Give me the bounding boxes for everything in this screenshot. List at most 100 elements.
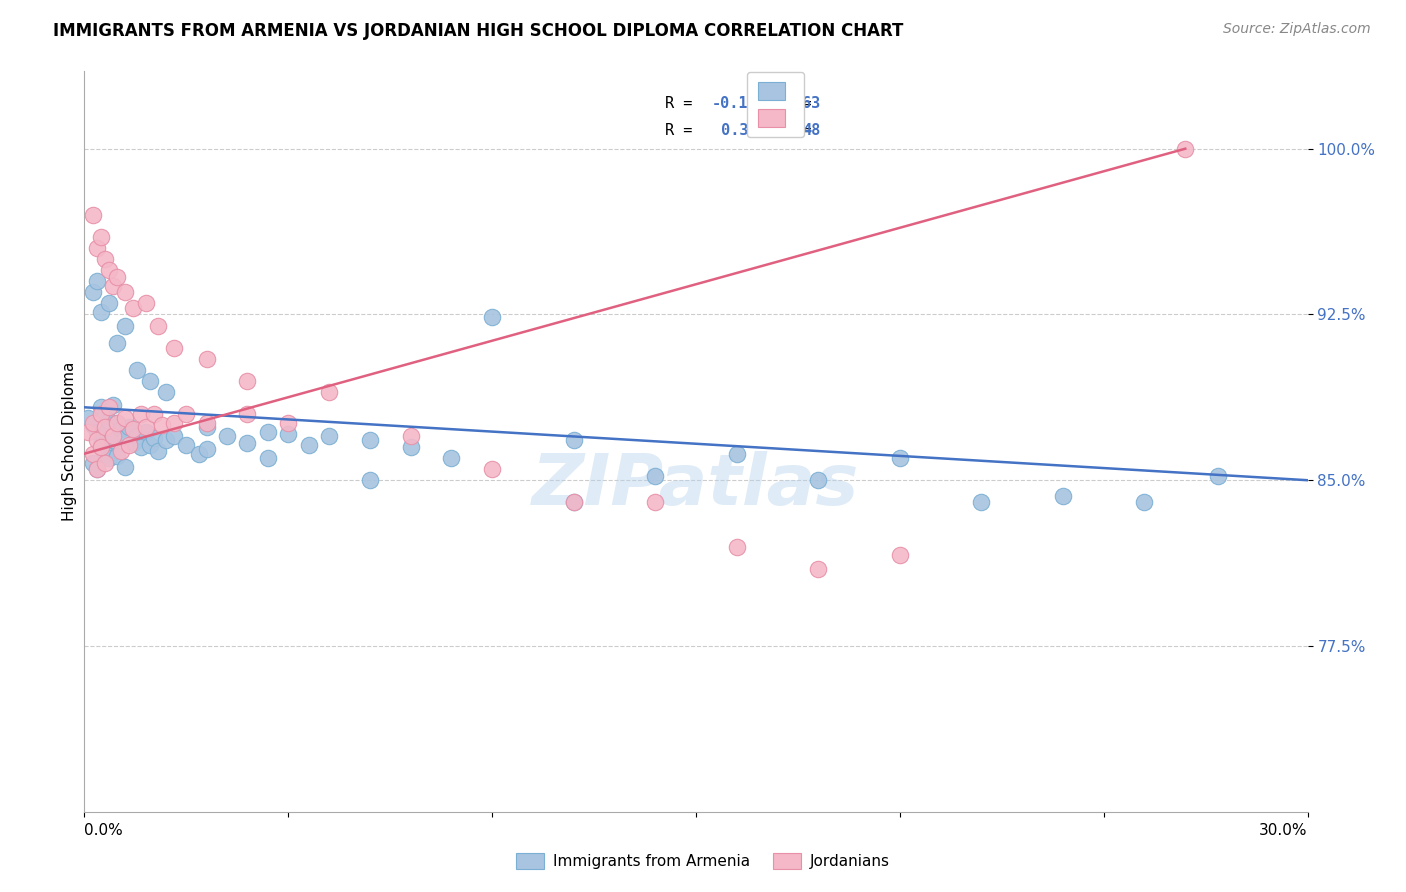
Point (82, 208, 104, 222)
Point (155, 434, 177, 448)
Point (725, 540, 748, 554)
Point (135, 296, 157, 310)
Point (86, 434, 108, 448)
Text: 0.0%: 0.0% (84, 822, 124, 838)
Point (105, 336, 128, 351)
Y-axis label: High School Diploma: High School Diploma (62, 362, 77, 521)
Point (1206, 468, 1229, 483)
Point (86, 462, 108, 476)
Text: ZIPatlas: ZIPatlas (533, 451, 859, 520)
Point (644, 495, 666, 509)
Point (82, 447, 104, 461)
Point (318, 384, 340, 399)
Point (399, 429, 422, 443)
Point (163, 341, 186, 355)
Point (174, 407, 197, 421)
Point (93, 456, 115, 470)
Text: R =: R = (665, 95, 702, 111)
Point (93, 447, 115, 461)
Point (77, 425, 100, 439)
Point (82, 456, 104, 470)
Point (562, 495, 585, 509)
Point (101, 278, 124, 293)
Point (127, 429, 149, 443)
Point (187, 447, 209, 461)
Point (135, 425, 157, 439)
Point (82, 416, 104, 430)
Point (163, 429, 186, 443)
Point (146, 444, 169, 458)
Point (277, 426, 299, 441)
Point (97, 413, 120, 427)
Point (105, 416, 128, 430)
Point (101, 429, 124, 443)
Point (127, 362, 149, 376)
Point (131, 440, 153, 454)
Point (114, 285, 136, 300)
Point (97, 401, 120, 415)
Point (481, 462, 503, 476)
Point (90, 230, 112, 244)
Point (82, 285, 104, 300)
Point (807, 473, 830, 487)
Point (195, 351, 218, 366)
Point (163, 416, 186, 430)
Point (122, 435, 145, 450)
Point (82, 417, 104, 432)
Point (86, 425, 108, 439)
Point (195, 442, 218, 457)
Point (150, 417, 173, 432)
Point (889, 549, 911, 563)
Legend: Immigrants from Armenia, Jordanians: Immigrants from Armenia, Jordanians (510, 847, 896, 875)
Point (236, 374, 259, 388)
Point (298, 438, 321, 452)
Point (142, 407, 165, 421)
Point (90, 438, 112, 452)
Point (195, 416, 218, 430)
Point (97, 263, 120, 277)
Point (86, 462, 108, 476)
Text: N =: N = (766, 95, 821, 111)
Point (122, 422, 145, 436)
Point (1174, 142, 1197, 156)
Point (86, 274, 108, 288)
Point (481, 310, 503, 324)
Text: 30.0%: 30.0% (1260, 822, 1308, 838)
Text: 48: 48 (803, 123, 821, 138)
Point (970, 495, 993, 509)
Point (118, 438, 141, 452)
Point (1052, 489, 1074, 503)
Point (101, 434, 124, 448)
Point (114, 411, 136, 425)
Point (90, 440, 112, 454)
Point (93, 252, 115, 267)
Legend: , : , (747, 71, 804, 137)
Point (440, 451, 463, 466)
Point (114, 459, 136, 474)
Point (93, 420, 115, 434)
Point (138, 374, 160, 388)
Text: 63: 63 (803, 95, 821, 111)
Point (138, 438, 160, 452)
Point (105, 269, 128, 284)
Point (114, 318, 136, 333)
Point (135, 420, 157, 434)
Text: -0.103: -0.103 (711, 95, 766, 111)
Point (318, 429, 340, 443)
Point (155, 384, 177, 399)
Point (142, 431, 165, 445)
Point (562, 434, 585, 448)
Text: R =: R = (665, 123, 711, 138)
Point (110, 444, 132, 458)
Point (217, 429, 239, 443)
Point (257, 451, 280, 466)
Point (236, 435, 259, 450)
Point (90, 305, 112, 319)
Point (257, 425, 280, 439)
Point (105, 449, 128, 463)
Point (146, 318, 169, 333)
Point (359, 473, 381, 487)
Point (110, 422, 132, 436)
Point (131, 407, 153, 421)
Point (93, 407, 115, 421)
